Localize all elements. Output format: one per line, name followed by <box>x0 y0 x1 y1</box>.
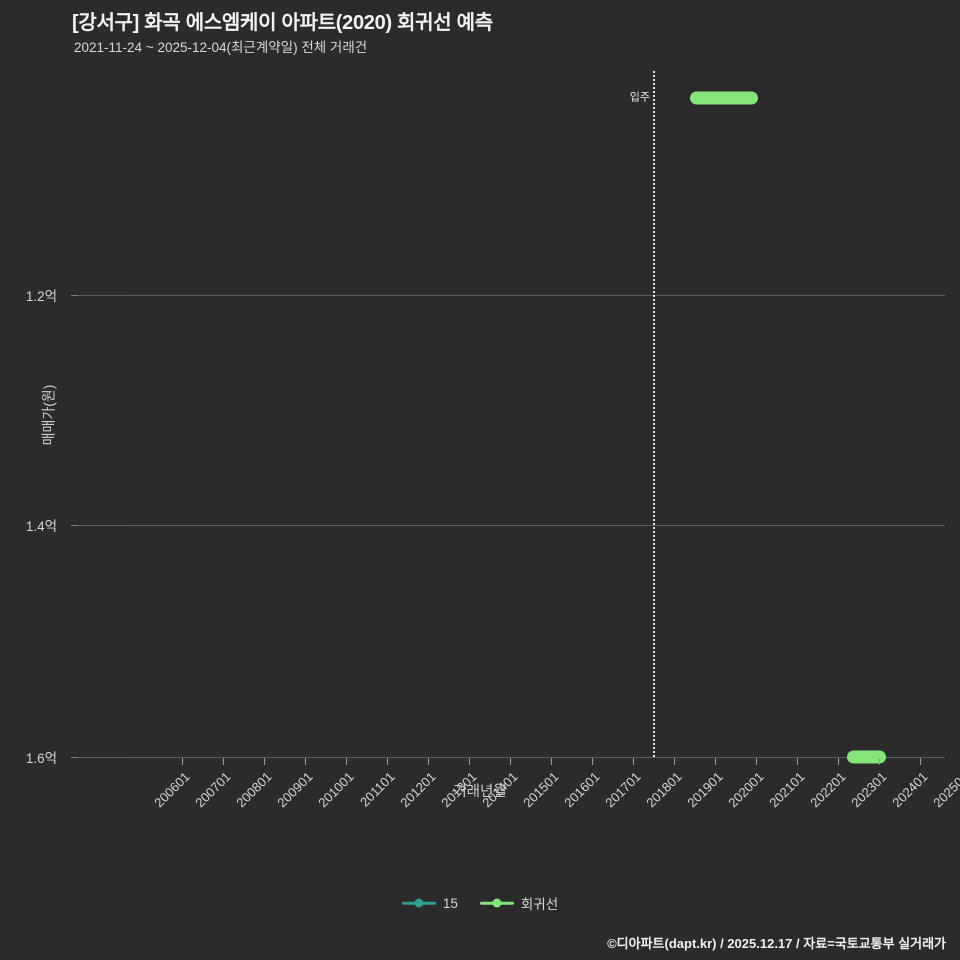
y-axis-tick-label: 1.6억 <box>25 751 57 766</box>
legend-item[interactable]: 15 <box>401 895 458 911</box>
x-axis-tick-mark <box>346 758 347 765</box>
plot-area: 매매가(원) 1.2억 1.4억 1.6억 입주 <box>26 71 945 766</box>
x-axis-title: 거래년월 <box>453 784 507 800</box>
x-axis-tick-mark <box>756 758 757 765</box>
y-axis-tick-label: 1.2억 <box>25 289 57 304</box>
x-axis-tick-mark <box>264 758 265 765</box>
x-axis-tick-mark <box>674 758 675 765</box>
legend-swatch-icon <box>401 897 436 909</box>
y-axis-title: 매매가(원) <box>40 384 57 446</box>
y-axis-tick-mark <box>71 757 78 758</box>
legend-label: 회귀선 <box>520 897 559 912</box>
x-axis-tick-mark <box>633 758 634 765</box>
x-axis: 200601 200701 200801 200901 201001 201101 2012… <box>78 758 960 858</box>
x-axis-tick-mark <box>182 758 183 765</box>
legend-label: 15 <box>442 895 458 911</box>
event-marker-label: 입주 <box>629 91 650 104</box>
x-axis-tick-mark <box>510 758 511 765</box>
event-marker-line <box>653 71 655 757</box>
legend-swatch-icon <box>479 897 514 909</box>
x-axis-tick-mark <box>797 758 798 765</box>
regression-segment <box>690 91 758 105</box>
y-axis-tick-mark <box>71 295 78 296</box>
x-axis-tick-mark <box>592 758 593 765</box>
legend-item[interactable]: 회귀선 <box>479 893 559 913</box>
x-axis-tick-mark <box>715 758 716 765</box>
gridline <box>71 525 945 526</box>
page-title: [강서구] 화곡 에스엠케이 아파트(2020) 회귀선 예측 <box>72 12 493 34</box>
chart-legend: 15 회귀선 <box>0 893 960 913</box>
gridline <box>71 757 945 758</box>
gridline <box>71 295 945 296</box>
x-axis-tick-mark <box>551 758 552 765</box>
regression-segment <box>847 750 886 764</box>
x-axis-tick-mark <box>838 758 839 765</box>
y-axis-tick-label: 1.4억 <box>25 519 57 534</box>
x-axis-tick-mark <box>223 758 224 765</box>
x-axis-tick-mark <box>879 758 880 765</box>
chart-subtitle: 2021-11-24 ~ 2025-12-04(최근계약일) 전체 거래건 <box>74 40 368 55</box>
x-axis-tick-mark <box>920 758 921 765</box>
x-axis-tick-mark <box>305 758 306 765</box>
y-axis-tick-mark <box>71 525 78 526</box>
x-axis-tick-mark <box>469 758 470 765</box>
x-axis-tick-mark <box>428 758 429 765</box>
footer-credit: ©디아파트(dapt.kr) / 2025.12.17 / 자료=국토교통부 실… <box>607 936 946 951</box>
x-axis-tick-mark <box>387 758 388 765</box>
